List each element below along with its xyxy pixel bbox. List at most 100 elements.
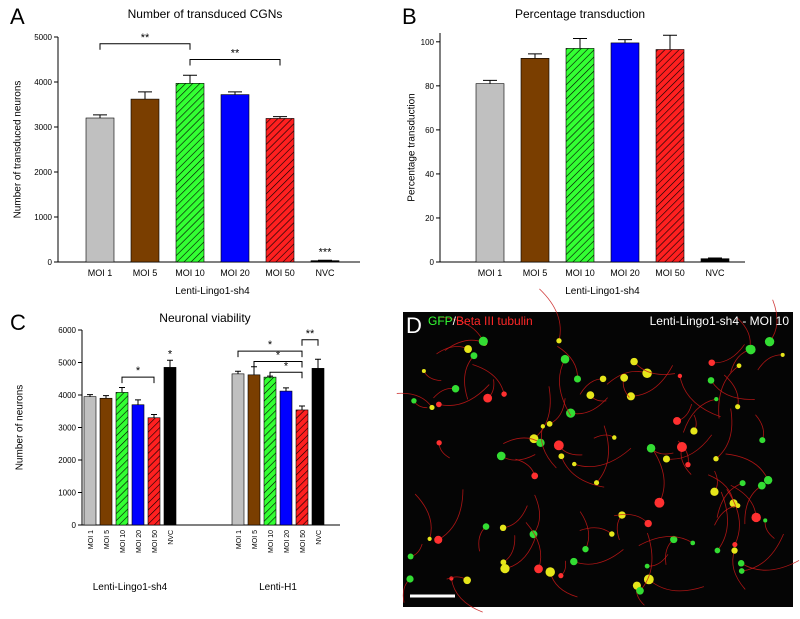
cell-body [685,462,690,467]
cell-body [612,435,616,439]
cell-body [765,337,774,346]
cell-body [708,377,715,384]
y-tick-label: 1000 [58,489,76,498]
cell-body [411,398,416,403]
cell-body [541,424,545,428]
error-bar [283,388,289,391]
y-tick-label: 60 [425,126,434,135]
y-tick-label: 0 [430,258,435,267]
error-bar [573,39,587,49]
significance-bracket [302,340,318,346]
cell-body [561,355,570,364]
y-tick-label: 80 [425,82,434,91]
significance-label: * [284,360,289,372]
significance-bracket [238,351,302,357]
y-tick-label: 3000 [58,424,76,433]
cell-body [654,498,664,508]
image-title: Lenti-Lingo1-sh4 - MOI 10 [650,314,790,328]
cell-body [483,523,490,530]
cell-body [763,518,767,522]
cell-body [751,513,760,522]
cell-body [586,391,594,399]
cell-body [434,536,442,544]
bar [476,84,504,262]
cell-body [731,547,737,553]
x-tick-label: MOI 50 [655,268,685,278]
y-tick-label: 0 [72,521,77,530]
x-tick-label: MOI 5 [252,530,259,549]
x-tick-label: NVC [705,268,725,278]
x-tick-label: MOI 1 [88,530,95,549]
error-bar [151,415,157,418]
cell-body [713,456,718,461]
x-tick-label: MOI 1 [478,268,503,278]
significance-label: * [168,349,173,361]
x-tick-label: NVC [316,530,323,545]
cell-body [690,541,695,546]
chart-title: Percentage transduction [515,7,645,21]
x-tick-label: MOI 20 [136,530,143,553]
y-tick-label: 20 [425,214,434,223]
cell-body [600,376,607,383]
bar [312,368,324,525]
cell-body [690,427,697,434]
cell-body [663,455,670,462]
bar [132,405,144,525]
cell-body [436,440,441,445]
cell-body [710,488,718,496]
error-bar [251,367,257,375]
cell-body [630,358,637,365]
x-tick-label: MOI 50 [300,530,307,553]
x-tick-label: NVC [168,530,175,545]
cell-body [556,338,561,343]
cell-body [609,531,614,536]
cell-body [645,564,650,569]
cell-body [736,503,741,508]
panel-label: C [10,310,26,335]
significance-label: ** [231,48,240,60]
cell-body [497,452,506,461]
significance-bracket [254,362,302,368]
x-tick-label: MOI 10 [120,530,127,553]
bar [232,374,244,525]
error-bar [299,406,305,410]
bar [221,95,249,262]
x-axis-label: Lenti-H1 [259,582,297,593]
error-bar [315,359,321,368]
cell-body [735,404,740,409]
cell-body [471,352,478,359]
cell-body [436,402,442,408]
cell-body [500,564,509,573]
cell-body [738,560,745,567]
cell-body [636,587,644,595]
x-axis-label: Lenti-Lingo1-sh4 [175,286,250,297]
y-tick-label: 3000 [34,123,52,132]
significance-bracket [122,377,154,383]
chart-title: Number of transduced CGNs [128,7,283,21]
bar [701,259,729,262]
cell-body [673,417,681,425]
cell-body [406,575,413,582]
x-tick-label: MOI 50 [265,268,295,278]
cell-body [408,554,414,560]
error-bar [93,115,107,118]
cell-body [746,345,754,353]
error-bar [235,371,241,374]
cell-body [740,480,746,486]
y-tick-label: 4000 [34,78,52,87]
cell-body [500,525,506,531]
error-bar [138,92,152,99]
bar [611,43,639,262]
significance-label: ** [141,32,150,44]
error-bar [135,400,141,405]
x-tick-label: MOI 5 [523,268,548,278]
x-axis-label: Lenti-Lingo1-sh4 [565,286,640,297]
x-tick-label: MOI 20 [610,268,640,278]
y-axis-label: Percentage transduction [406,93,417,201]
bar-hatch [296,410,308,525]
cell-body [558,453,564,459]
cell-body [429,405,434,410]
cell-body [708,359,715,366]
error-bar [119,388,125,393]
cell-body [732,542,737,547]
